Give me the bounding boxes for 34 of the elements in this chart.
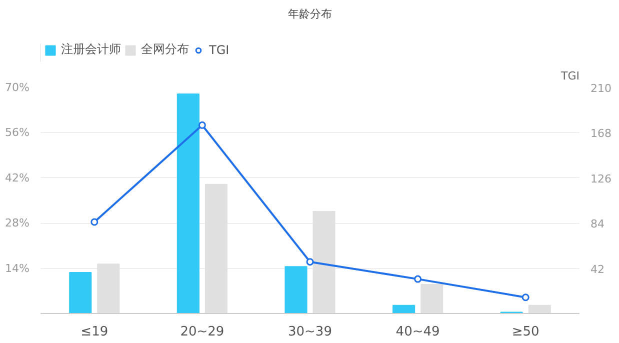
point	[198, 121, 206, 129]
legend-label: TGI	[209, 42, 230, 56]
point	[90, 218, 98, 226]
legend-label: 注册会计师	[61, 41, 121, 58]
point	[522, 294, 530, 302]
x-tick-label: ≥50	[512, 324, 540, 340]
legend-label: 全网分布	[141, 41, 189, 58]
x-tick-label: ≤19	[80, 324, 108, 340]
point	[414, 275, 422, 283]
y-tick-label: 28%	[5, 216, 30, 230]
bar	[420, 284, 444, 314]
bar	[528, 304, 551, 314]
bar	[204, 184, 228, 314]
y2-tick-label: 168	[590, 127, 612, 140]
y2-tick-label: 126	[590, 172, 612, 186]
x-tick-label: 30~39	[288, 324, 332, 340]
y2-tick-label: 210	[590, 82, 612, 95]
chart-title: 年龄分布	[288, 8, 332, 20]
bar	[176, 93, 200, 314]
x-tick-label: 40~49	[396, 324, 440, 340]
bar	[69, 272, 92, 314]
y2-tick-label: 84	[590, 218, 604, 231]
bar	[312, 210, 336, 314]
bar	[284, 266, 308, 314]
bar	[392, 304, 416, 314]
y2-tick-label: 42	[590, 262, 604, 276]
y-tick-label: 70%	[5, 81, 30, 94]
bar	[97, 264, 120, 314]
point	[306, 258, 314, 266]
y-tick-label: 42%	[5, 171, 30, 184]
y-tick-label: 14%	[5, 262, 30, 275]
y-tick-label: 56%	[5, 126, 30, 140]
x-tick-label: 20~29	[180, 324, 224, 340]
y2-axis-title: TGI	[560, 70, 580, 82]
